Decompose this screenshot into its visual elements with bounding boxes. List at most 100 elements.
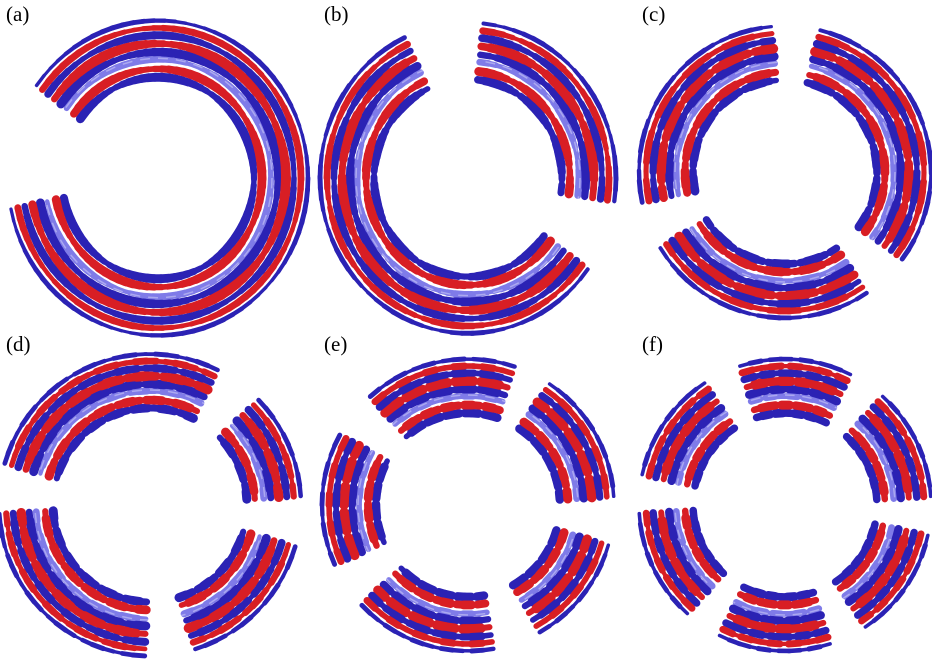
vortex-streak — [649, 509, 658, 528]
vortex-highlight — [792, 279, 803, 283]
vortex-highlight — [97, 278, 107, 286]
vortex-highlight — [706, 87, 715, 95]
vortex-highlight — [90, 74, 100, 82]
vortex-streak — [9, 207, 16, 224]
vortex-streak — [397, 47, 414, 60]
vortex-highlight — [712, 254, 721, 262]
vortex-highlight — [877, 554, 884, 564]
vortex-highlight — [867, 236, 875, 245]
vortex-highlight — [105, 66, 116, 72]
vortex-highlight — [675, 478, 680, 488]
vortex-streak — [854, 216, 868, 232]
vortex-streak — [602, 482, 610, 500]
vortex-streak — [530, 611, 545, 623]
vortex-highlight — [216, 274, 226, 282]
vortex-streak — [359, 602, 373, 616]
vortex-highlight — [265, 140, 270, 152]
vortex-streak — [409, 69, 424, 81]
vortex-highlight — [122, 60, 133, 65]
vortex-streak — [572, 486, 581, 502]
panel-e: (e) — [318, 330, 628, 660]
vortex-highlight — [76, 85, 86, 94]
vortex-highlight — [433, 397, 444, 402]
vortex-highlight — [360, 131, 366, 142]
vortex-highlight — [167, 390, 178, 395]
vortex-highlight — [68, 416, 77, 425]
vortex-streak — [815, 415, 830, 427]
vortex-streak — [732, 599, 748, 610]
vortex-highlight — [690, 561, 697, 571]
vortex-streak — [413, 77, 429, 90]
vortex-streak — [589, 183, 598, 202]
vortex-streak — [881, 234, 894, 249]
vortex-highlight — [371, 238, 379, 248]
vortex-streak — [25, 508, 34, 526]
vortex-highlight — [114, 392, 125, 397]
panel-c-isosurface — [636, 24, 932, 321]
vortex-highlight — [679, 461, 685, 472]
vortex-streak — [702, 216, 715, 230]
vortex-highlight — [849, 82, 858, 90]
vortex-streak — [819, 409, 834, 419]
vortex-highlight — [360, 529, 365, 540]
vortex-streak — [726, 612, 742, 623]
vortex-highlight — [892, 487, 896, 498]
vortex-streak — [899, 246, 912, 262]
vortex-highlight — [818, 66, 829, 72]
vortex-highlight — [750, 64, 761, 69]
vortex-highlight — [122, 615, 133, 620]
panel-e-label: (e) — [324, 332, 348, 356]
vortex-highlight — [750, 397, 761, 402]
vortex-streak — [760, 52, 779, 63]
vortex-highlight — [363, 221, 369, 232]
vortex-streak — [709, 404, 726, 418]
vortex-streak — [373, 453, 384, 468]
vortex-highlight — [365, 545, 371, 556]
vortex-highlight — [236, 572, 244, 581]
vortex-streak — [183, 614, 199, 624]
vortex-highlight — [258, 123, 265, 134]
vortex-highlight — [556, 439, 563, 449]
vortex-highlight — [37, 530, 42, 541]
vortex-streak — [498, 367, 516, 377]
vortex-highlight — [82, 267, 92, 276]
vortex-highlight — [376, 100, 385, 110]
vortex-highlight — [538, 582, 547, 590]
vortex-highlight — [255, 540, 261, 551]
vortex-highlight — [262, 486, 266, 498]
vortex-streak — [912, 482, 921, 501]
vortex-streak — [758, 31, 775, 38]
vortex-highlight — [568, 538, 574, 549]
vortex-highlight — [706, 420, 715, 428]
vortex-highlight — [546, 94, 555, 103]
vortex-streak — [391, 35, 407, 46]
vortex-highlight — [551, 246, 560, 256]
panel-d-isosurface — [0, 351, 303, 659]
vortex-streak — [728, 604, 746, 617]
vortex-highlight — [243, 247, 251, 257]
vortex-highlight — [560, 554, 567, 564]
vortex-highlight — [46, 204, 51, 216]
vortex-highlight — [792, 612, 803, 616]
vortex-highlight — [416, 68, 427, 74]
vortex-highlight — [131, 389, 143, 393]
vortex-highlight — [509, 282, 520, 288]
vortex-highlight — [545, 426, 553, 435]
vortex-highlight — [262, 214, 268, 226]
vortex-streak — [578, 484, 589, 503]
vortex-highlight — [157, 57, 168, 60]
vortex-highlight — [885, 538, 891, 549]
vortex-highlight — [362, 461, 368, 472]
vortex-streak — [574, 182, 583, 199]
vortex-streak — [343, 437, 357, 456]
vortex-highlight — [185, 394, 196, 400]
vortex-highlight — [888, 137, 893, 148]
vortex-highlight — [357, 512, 361, 523]
vortex-streak — [497, 374, 513, 383]
vortex-highlight — [367, 115, 374, 125]
vortex-streak — [501, 361, 517, 369]
vortex-highlight — [70, 254, 78, 264]
vortex-streak — [642, 509, 651, 528]
vortex-streak — [386, 577, 398, 589]
vortex-streak — [373, 585, 390, 602]
